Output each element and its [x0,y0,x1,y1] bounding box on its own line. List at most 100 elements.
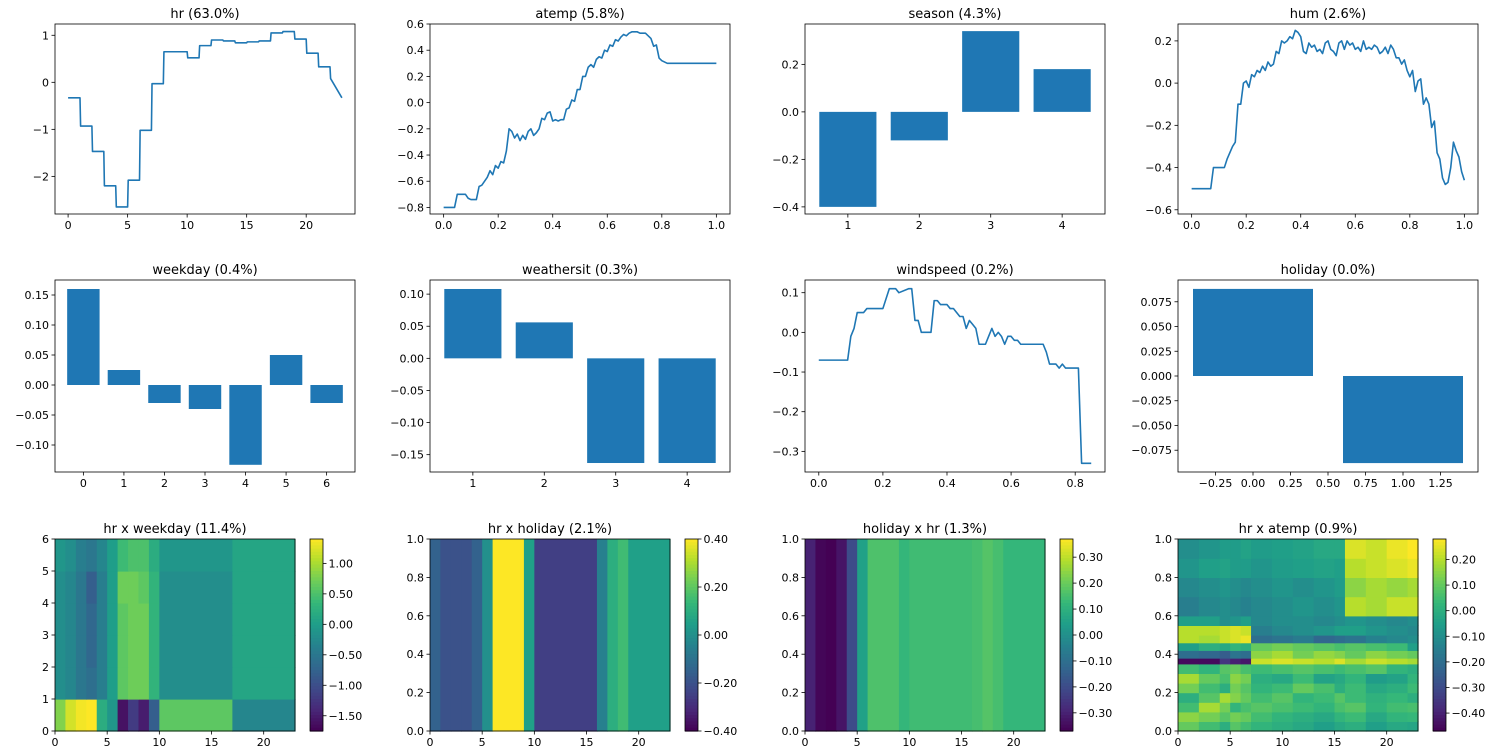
heatmap-cell [1365,558,1388,578]
colorbar-segment [1433,567,1446,572]
heatmap-cell [1230,615,1242,626]
heatmap-cell [898,539,910,732]
y-tick-label: 0.4 [407,44,425,57]
heatmap-cell [523,539,535,732]
colorbar-segment [310,606,323,610]
heatmap-cell [450,539,462,732]
heatmap-cell [1198,650,1221,659]
colorbar-segment [310,708,323,713]
heatmap-cell [1407,692,1419,703]
colorbar-segment [1060,635,1073,639]
heatmap-cell [1292,711,1315,722]
subplot-title: holiday (0.0%) [1281,263,1376,278]
x-tick-label: 10 [152,736,166,749]
colorbar-segment [685,590,698,594]
line-series [68,30,343,208]
y-tick-label: −0.8 [397,201,424,214]
colorbar-segment [685,622,698,626]
colorbar-segment [310,651,323,655]
colorbar-segment [310,577,323,582]
colorbar-tick-label: −0.30 [1079,707,1113,720]
y-tick-label: 0.0 [407,97,425,110]
y-tick-label: 6 [42,533,49,546]
colorbar-segment [685,606,698,610]
subplot-hum: 0.0 0.2 0.4 0.6 0.8 1.0 −0.6 −0.4 −0.2 0.0 0.2 hum … [1145,7,1479,232]
heatmap-cell [867,539,900,732]
colorbar-segment [1060,727,1073,732]
colorbar-segment [1060,561,1073,566]
colorbar-segment [310,628,323,633]
colorbar-segment [685,609,698,614]
colorbar-segment [310,551,323,556]
heatmap-cell [982,539,994,732]
heatmap-cell [1313,721,1336,732]
colorbar-segment [310,599,323,604]
x-tick-label: 20 [1007,736,1021,749]
axes-frame [429,279,731,473]
heatmap-cell [1334,635,1346,644]
bar [67,289,100,385]
colorbar-tick-label: 0.10 [1452,579,1477,592]
heatmap-cell [75,635,87,668]
colorbar-tick-label: −0.20 [704,677,738,690]
heatmap-cell [1230,663,1242,674]
heatmap-cell [55,603,67,636]
colorbar-segment [685,583,698,588]
subplot-title: atemp (5.8%) [535,7,624,22]
colorbar-segment [1060,699,1073,703]
colorbar-segment [685,718,698,722]
y-tick-label: 0 [42,725,49,738]
heatmap-cell [1219,635,1231,644]
colorbar-segment [1060,612,1073,617]
heatmap-cell [1178,558,1200,578]
y-tick-label: 0.8 [782,571,800,584]
heatmap-cell [846,539,858,732]
colorbar-segment [685,561,698,566]
colorbar-segment [685,599,698,604]
heatmap-cell [1334,683,1346,694]
heatmap-cell [1292,625,1315,636]
colorbar-segment [1433,558,1446,562]
colorbar-tick-label: −0.40 [704,725,738,738]
y-tick-label: −0.4 [772,201,799,214]
heatmap-cell [1271,577,1294,598]
heatmap-cell [1313,702,1336,713]
heatmap-cell [117,539,129,572]
heatmap-cell [1219,683,1231,694]
colorbar-segment [1433,561,1446,566]
heatmap-cell [1334,663,1346,674]
colorbar-segment [310,721,323,726]
heatmap-cell [1313,596,1336,617]
y-tick-label: 1 [42,693,49,706]
colorbar-segment [1433,699,1446,703]
x-tick-label: 10 [527,736,541,749]
heatmap-cell [1386,625,1409,636]
subplot-title: season (4.3%) [908,7,1001,22]
heatmap-cell [1230,721,1242,732]
heatmap-cell [232,635,296,668]
heatmap-cell [148,635,160,668]
heatmap-cell [65,635,77,668]
x-tick-label: 2 [161,477,168,490]
colorbar-segment [1433,545,1446,550]
colorbar-segment [310,580,323,585]
colorbar-segment [1060,705,1073,710]
colorbar-segment [1433,702,1446,706]
heatmap-cell [1198,539,1221,559]
colorbar-segment [1433,663,1446,668]
bar [148,385,181,403]
heatmap-cell [1365,673,1388,684]
colorbar-segment [1060,606,1073,610]
x-tick-label: 0 [52,736,59,749]
x-tick-label: 3 [202,477,209,490]
x-tick-label: 3 [612,477,619,490]
colorbar-segment [1433,689,1446,694]
heatmap-cell [1198,625,1221,636]
heatmap-cell [1240,673,1252,684]
colorbar-segment [1433,539,1446,543]
colorbar-segment [1060,545,1073,550]
subplot-windspeed: 0.0 0.2 0.4 0.6 0.8 −0.3 −0.2 −0.1 0.0 0.1 windspe… [772,263,1106,490]
heatmap-cell [1386,702,1409,713]
heatmap-cell [1292,577,1315,598]
colorbar: 1.00 0.50 0.00 −0.50 −1.00 −1.50 [309,538,362,732]
